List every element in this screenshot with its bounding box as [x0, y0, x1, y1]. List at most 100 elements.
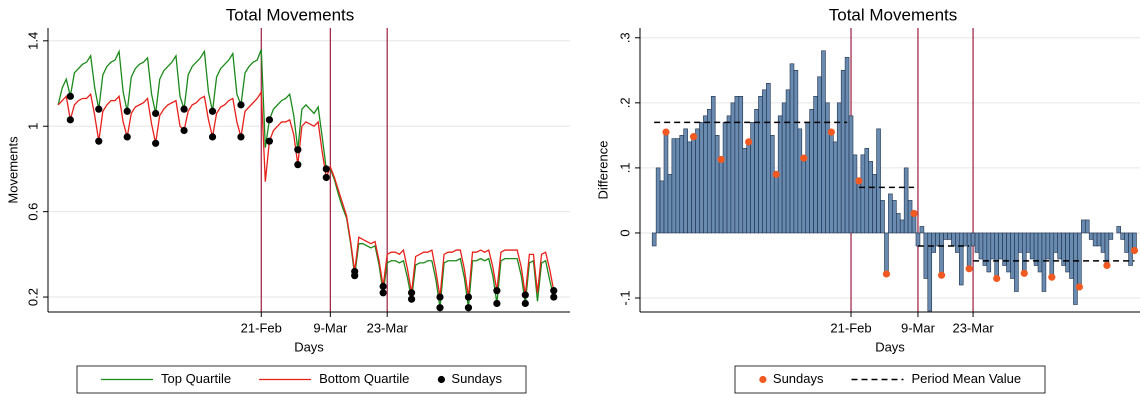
bar: [805, 122, 810, 234]
bar: [722, 122, 728, 234]
bar: [687, 141, 692, 234]
scatter-point: [1048, 273, 1056, 281]
bar: [915, 232, 921, 247]
scatter-point: [379, 289, 387, 297]
bar: [734, 96, 740, 234]
bar: [773, 174, 779, 234]
bar: [754, 109, 759, 234]
scatter-point: [237, 101, 245, 109]
bar: [667, 174, 673, 234]
y-tick-label: .3: [617, 32, 632, 43]
bar: [848, 115, 854, 234]
bar: [998, 232, 1003, 260]
bar: [758, 96, 763, 234]
panel: Total Movements -.1 0 .1 .2 .3 Difference 21-Fe…: [595, 5, 1140, 394]
series-line: [57, 89, 555, 298]
scatter-point: [882, 270, 891, 278]
bar: [868, 161, 873, 234]
bar: [876, 128, 881, 234]
bar: [809, 109, 814, 234]
bar: [955, 232, 960, 253]
bar: [833, 141, 838, 234]
bar: [1081, 219, 1086, 234]
y-tick-label: .2: [617, 97, 632, 108]
scatter-point: [662, 128, 670, 136]
bar: [714, 135, 720, 234]
chart-title: Total Movements: [226, 5, 355, 24]
bar: [844, 56, 850, 234]
bar: [1092, 232, 1098, 247]
scatter-point: [772, 170, 780, 178]
legend: Sundays Period Mean Value: [759, 371, 1021, 386]
bar: [923, 232, 929, 279]
scatter-point: [827, 128, 835, 136]
bar: [813, 96, 818, 234]
bar: [1124, 232, 1129, 253]
y-tick-label: 0.6: [25, 203, 40, 221]
bar: [829, 131, 834, 234]
scatter-point: [379, 282, 387, 290]
x-tick-label: 21-Feb: [241, 320, 282, 335]
bar: [962, 232, 968, 247]
legend-label: Sundays: [451, 371, 502, 386]
bar: [939, 232, 944, 276]
x-axis-label: Days: [294, 339, 324, 354]
bar: [978, 232, 984, 260]
scatter-point: [689, 133, 698, 141]
bar: [990, 232, 996, 260]
scatter-point: [265, 116, 273, 124]
bar: [1029, 232, 1035, 260]
bar: [801, 157, 807, 234]
bar: [695, 128, 700, 234]
scatter-point: [800, 154, 808, 162]
scatter-point: [464, 293, 473, 301]
bar: [1014, 232, 1019, 292]
bar: [1073, 232, 1078, 305]
bar: [655, 167, 661, 234]
bar: [1057, 232, 1062, 260]
bar: [1049, 232, 1055, 278]
bar: [1069, 232, 1074, 279]
legend-label: Period Mean Value: [911, 371, 1021, 386]
bar: [703, 115, 708, 234]
x-tick-label: 21-Feb: [830, 320, 871, 335]
y-tick-label: 1.4: [25, 32, 40, 50]
scatter-point: [237, 133, 245, 141]
bar: [947, 232, 952, 240]
scatter-point: [1103, 261, 1111, 270]
bar: [1053, 232, 1059, 253]
scatter-point: [208, 107, 217, 115]
bar: [1077, 232, 1082, 288]
scatter-point: [208, 133, 217, 141]
scatter-point: [123, 133, 131, 141]
scatter-point: [123, 107, 131, 115]
bar: [903, 167, 909, 234]
bar: [951, 232, 956, 247]
bar: [974, 232, 980, 253]
scatter-point: [294, 146, 302, 154]
bar: [726, 115, 732, 234]
bar: [821, 50, 826, 234]
bar: [884, 232, 889, 275]
bar: [691, 136, 696, 234]
scatter-point: [180, 105, 188, 113]
bar: [1096, 232, 1102, 247]
bar: [750, 122, 755, 234]
bar: [852, 154, 858, 234]
scatter-point: [95, 105, 103, 113]
bar: [663, 131, 669, 234]
bar: [770, 135, 775, 234]
legend-box: [734, 365, 1046, 394]
scatter-point: [855, 177, 863, 185]
legend-label: Top Quartile: [161, 371, 231, 386]
legend-label: Bottom Quartile: [319, 371, 409, 386]
scatter-point: [66, 92, 74, 100]
bar: [919, 226, 925, 234]
bar: [943, 232, 948, 240]
chart-title: Total Movements: [829, 5, 958, 24]
bar: [746, 141, 751, 234]
panel: Total Movements 0.2 0.6 1 1.4 Movements 21-Feb…: [5, 5, 570, 394]
bar: [793, 69, 799, 234]
bar: [710, 96, 716, 234]
